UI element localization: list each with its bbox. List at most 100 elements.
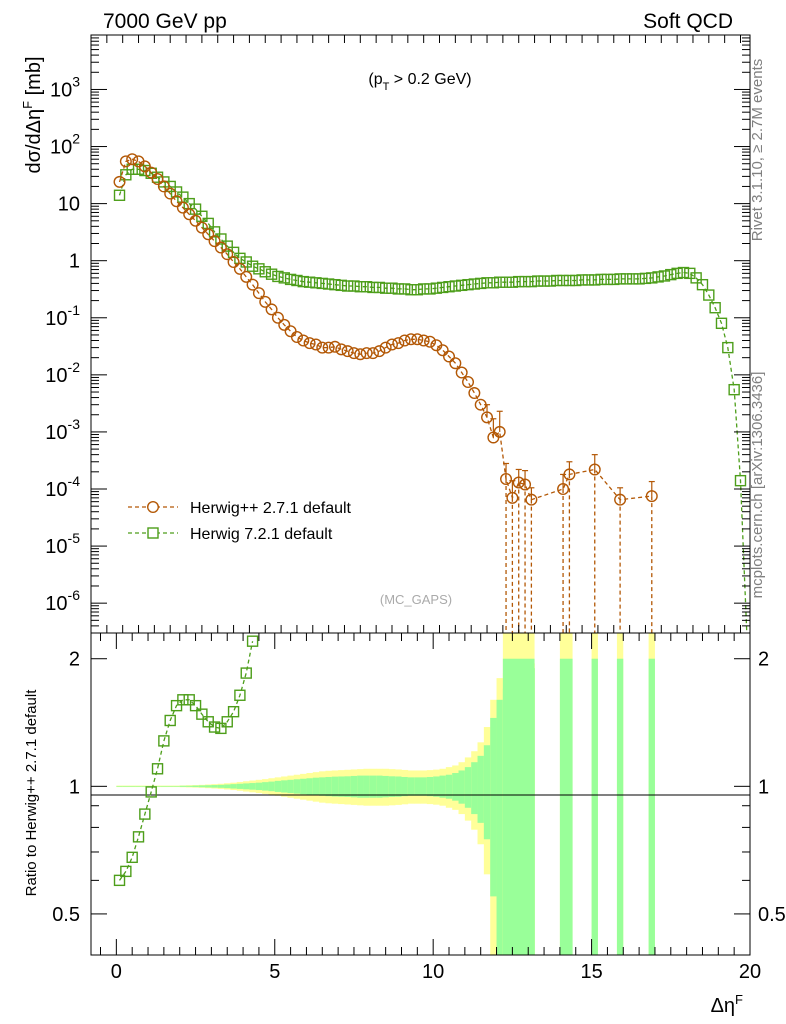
legend-marker	[147, 527, 159, 539]
ratio-uncertainty-band	[116, 633, 655, 955]
data-point	[208, 226, 221, 238]
band-inner	[319, 777, 326, 796]
header-right: Soft QCD	[643, 10, 733, 33]
band-inner-full	[591, 658, 598, 955]
data-point	[392, 337, 405, 350]
band-inner	[268, 781, 276, 792]
band-inner-full	[648, 658, 655, 955]
data-point	[278, 272, 290, 284]
data-point	[354, 348, 367, 361]
data-point	[582, 274, 595, 286]
data-point	[335, 343, 348, 356]
band-inner	[312, 777, 320, 796]
data-point	[126, 851, 138, 864]
data-point	[588, 463, 601, 476]
data-point	[196, 708, 208, 720]
data-point	[595, 273, 607, 286]
data-point	[494, 276, 506, 288]
data-point	[120, 865, 132, 878]
top-y-tick-label: 10-6	[45, 587, 80, 615]
ratio-y-tick-label-right: 0.5	[758, 904, 786, 926]
data-point	[436, 344, 449, 357]
band-inner	[477, 755, 485, 823]
data-point	[246, 260, 259, 272]
data-point	[329, 278, 341, 291]
top-y-tick-label: 10-4	[45, 473, 80, 501]
data-point	[208, 721, 221, 733]
band-inner	[369, 775, 377, 798]
band-inner	[281, 780, 288, 793]
band-inner	[433, 776, 440, 797]
data-point	[519, 478, 532, 491]
data-point	[455, 279, 468, 292]
data-point	[215, 722, 227, 735]
data-point	[385, 338, 398, 351]
band-inner	[154, 785, 162, 787]
band-inner	[274, 780, 282, 792]
header-left: 7000 GeV pp	[103, 10, 227, 33]
analysis-label: (MC_GAPS)	[380, 592, 452, 607]
data-point	[525, 493, 538, 506]
data-point	[614, 273, 626, 285]
band-inner	[249, 783, 257, 790]
data-point	[177, 694, 189, 706]
data-point	[417, 283, 430, 295]
x-tick-label: 10	[422, 961, 444, 983]
data-point	[132, 163, 145, 175]
data-point	[500, 472, 513, 485]
data-point	[570, 274, 582, 287]
data-point	[671, 267, 683, 280]
data-point	[138, 160, 151, 173]
data-point	[690, 272, 702, 284]
data-point	[462, 278, 474, 291]
data-point	[614, 493, 627, 506]
data-point	[417, 334, 430, 347]
data-point	[341, 280, 354, 292]
ratio-y-axis-label: Ratio to Herwig++ 2.7.1 default	[23, 689, 40, 897]
data-point	[646, 272, 658, 284]
data-point	[538, 275, 550, 287]
data-point	[366, 347, 379, 360]
data-point	[430, 282, 443, 294]
data-point	[310, 277, 322, 289]
data-point	[576, 274, 588, 286]
band-inner	[490, 717, 497, 897]
band-inner	[224, 784, 231, 789]
data-point	[373, 345, 386, 358]
band-inner	[420, 777, 428, 796]
data-point	[145, 786, 157, 798]
cut-annotation: (pT > 0.2 GeV)	[368, 71, 471, 93]
data-point	[240, 256, 252, 268]
band-inner	[401, 776, 409, 797]
data-point	[252, 287, 265, 300]
data-point	[506, 491, 519, 504]
top-y-tick-label: 10-2	[45, 359, 80, 387]
data-point	[113, 189, 126, 201]
series-line	[118, 158, 652, 501]
band-inner	[179, 785, 187, 787]
data-point	[652, 271, 664, 283]
data-point	[341, 345, 354, 358]
data-point	[601, 273, 614, 286]
data-point	[272, 270, 284, 283]
ratio-y-tick-label-right: 1	[758, 776, 769, 798]
data-point	[468, 387, 481, 400]
band-inner	[344, 776, 352, 797]
data-point	[563, 468, 576, 481]
data-point	[284, 325, 297, 338]
data-point	[722, 341, 734, 354]
rivet-label: Rivet 3.1.10, ≥ 2.7M events	[749, 59, 766, 242]
data-point	[234, 689, 246, 701]
data-point	[367, 281, 379, 294]
band-inner-full	[559, 658, 573, 955]
data-point	[715, 317, 728, 330]
data-point	[354, 281, 367, 293]
ratio-panel-axis: 0.5 0.51 12 20 5 10 15 20	[52, 633, 786, 983]
ratio-y-tick-label: 0.5	[52, 904, 80, 926]
band-inner	[464, 767, 472, 808]
data-point	[455, 366, 468, 379]
band-inner	[135, 785, 142, 787]
band-inner	[439, 775, 447, 798]
x-tick-label: 5	[269, 961, 280, 983]
data-point	[253, 263, 265, 275]
